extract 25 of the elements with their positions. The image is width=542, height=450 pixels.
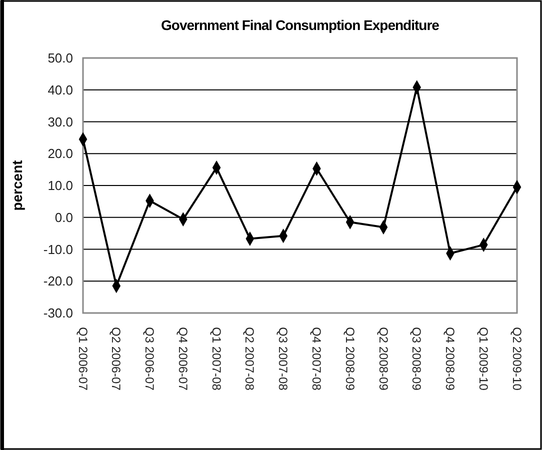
y-tick-label: 10.0	[48, 178, 73, 194]
y-tick-label: 40.0	[48, 82, 73, 98]
x-tick-label: Q4 2007-08	[309, 327, 324, 391]
x-tick-label: Q2 2007-08	[242, 327, 257, 391]
y-tick-label: -20.0	[43, 274, 73, 289]
x-tick-label: Q1 2006-07	[76, 327, 90, 391]
x-tick-label: Q1 2009-10	[476, 327, 490, 391]
x-tick-label: Q3 2006-07	[142, 327, 157, 391]
y-tick-label: 20.0	[48, 146, 73, 162]
chart-title: Government Final Consumption Expenditure	[161, 17, 440, 33]
x-tick-label: Q4 2006-07	[176, 327, 190, 391]
y-tick-label: 0.0	[54, 210, 73, 225]
x-tick-label: Q2 2009-10	[510, 327, 524, 391]
y-tick-label: 30.0	[48, 114, 73, 130]
y-axis-title: percent	[9, 160, 25, 211]
x-tick-label: Q4 2008-09	[443, 327, 458, 391]
x-tick-label: Q2 2006-07	[109, 327, 124, 391]
x-tick-label: Q3 2007-08	[276, 327, 290, 391]
y-tick-label: -10.0	[43, 242, 73, 257]
y-tick-label: 50.0	[48, 50, 73, 66]
x-tick-label: Q1 2008-09	[342, 327, 357, 391]
x-tick-label: Q1 2007-08	[209, 327, 224, 391]
y-tick-label: -30.0	[43, 306, 73, 321]
x-tick-label: Q2 2008-09	[376, 327, 390, 391]
x-tick-label: Q3 2008-09	[410, 327, 424, 391]
